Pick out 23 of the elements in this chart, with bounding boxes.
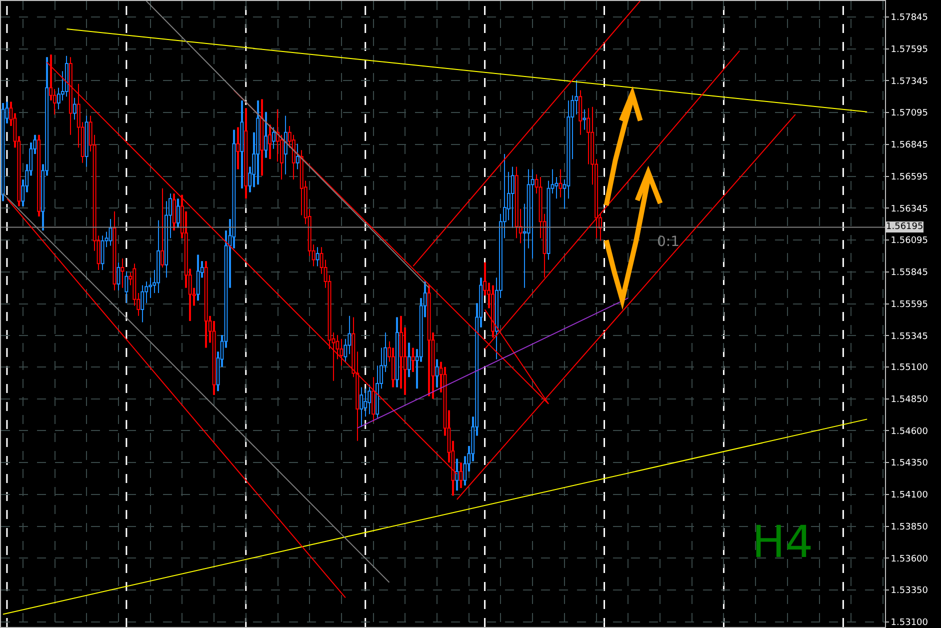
y-tick-label: 1.55100 — [890, 363, 928, 374]
y-tick-label: 1.53600 — [890, 554, 928, 564]
y-tick-label: 1.53350 — [890, 586, 928, 596]
y-tick-label: 1.54350 — [890, 458, 928, 469]
y-tick-label: 1.54850 — [890, 394, 928, 405]
y-tick-label: 1.55845 — [890, 268, 928, 278]
y-tick-label: 1.56595 — [890, 172, 928, 182]
y-tick-label: 1.54600 — [890, 426, 928, 437]
y-tick-label: 1.56345 — [890, 204, 928, 214]
y-tick-label: 1.53850 — [890, 522, 928, 532]
annotation: H4 — [752, 517, 814, 568]
y-tick-label: 1.57845 — [890, 13, 928, 24]
annotation: 0:1 — [657, 234, 680, 250]
y-tick-label: 1.53100 — [890, 618, 928, 628]
ref-line-label: 1.56195 — [886, 222, 924, 232]
y-tick-label: 1.55345 — [890, 332, 928, 342]
y-tick-label: 1.56095 — [890, 236, 928, 246]
y-tick-label: 1.56845 — [890, 140, 928, 151]
y-tick-label: 1.55595 — [890, 300, 928, 310]
y-tick-label: 1.54100 — [890, 490, 928, 501]
y-tick-label: 1.57595 — [890, 44, 928, 55]
y-tick-label: 1.57345 — [890, 76, 928, 87]
y-tick-label: 1.57095 — [890, 108, 928, 119]
